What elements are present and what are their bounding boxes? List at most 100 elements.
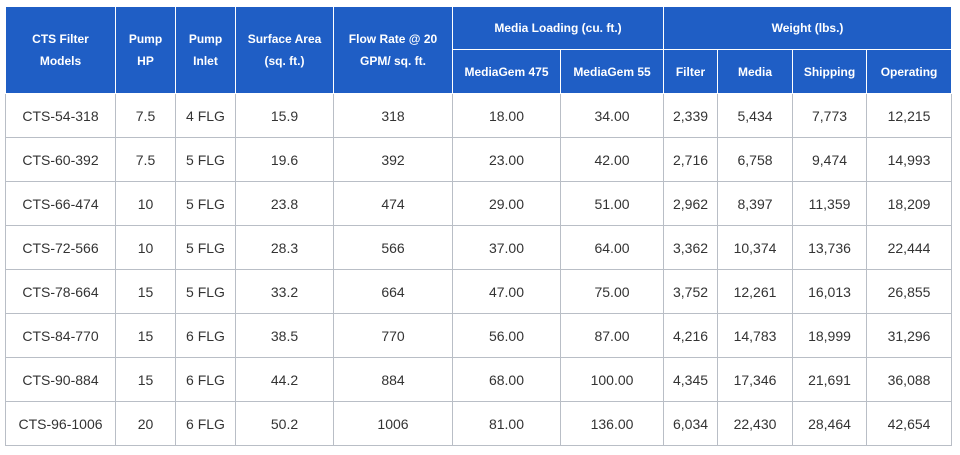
cell-surface-area: 38.5 [235, 313, 334, 358]
cell-model: CTS-84-770 [5, 313, 116, 358]
cell-pump-hp: 7.5 [115, 93, 176, 138]
cell-pump-hp: 10 [115, 181, 176, 226]
cell-flow-rate: 392 [333, 137, 453, 182]
cell-weight-filter: 4,345 [663, 357, 719, 402]
cell-surface-area: 19.6 [235, 137, 334, 182]
cell-model: CTS-78-664 [5, 269, 116, 314]
cell-pump-inlet: 5 FLG [175, 137, 236, 182]
header-weight: Weight (lbs.) [663, 6, 953, 50]
header-flow-rate: Flow Rate @ 20 GPM/ sq. ft. [333, 6, 453, 94]
cell-model: CTS-60-392 [5, 137, 116, 182]
cell-weight-shipping: 21,691 [792, 357, 868, 402]
header-pump-inlet: Pump Inlet [175, 6, 236, 94]
cell-pump-inlet: 6 FLG [175, 357, 236, 402]
cell-weight-operating: 31,296 [866, 313, 953, 358]
cell-pump-hp: 10 [115, 225, 176, 270]
header-row-top: CTS Filter Models Pump HP Pump Inlet Sur… [5, 6, 953, 94]
cell-mediagem-475: 56.00 [452, 313, 561, 358]
cell-pump-hp: 15 [115, 357, 176, 402]
table-row: CTS-96-1006 20 6 FLG 50.2 1006 81.00 136.00 6,0… [5, 401, 953, 446]
cell-weight-filter: 3,752 [663, 269, 719, 314]
cell-mediagem-55: 34.00 [559, 93, 665, 138]
cell-pump-inlet: 4 FLG [175, 93, 236, 138]
cell-weight-filter: 2,716 [663, 137, 719, 182]
cell-weight-filter: 2,962 [663, 181, 719, 226]
cell-flow-rate: 770 [333, 313, 453, 358]
cell-flow-rate: 664 [333, 269, 453, 314]
cell-weight-filter: 6,034 [663, 401, 719, 446]
cell-flow-rate: 1006 [333, 401, 453, 446]
cell-flow-rate: 474 [333, 181, 453, 226]
cell-weight-media: 5,434 [717, 93, 794, 138]
cell-model: CTS-96-1006 [5, 401, 116, 446]
cell-surface-area: 33.2 [235, 269, 334, 314]
cell-mediagem-475: 23.00 [452, 137, 561, 182]
cell-weight-filter: 4,216 [663, 313, 719, 358]
table-body: CTS-54-318 7.5 4 FLG 15.9 318 18.00 34.00 2,339… [5, 93, 953, 446]
cell-weight-media: 6,758 [717, 137, 794, 182]
table-row: CTS-54-318 7.5 4 FLG 15.9 318 18.00 34.00 2,339… [5, 93, 953, 138]
cell-model: CTS-54-318 [5, 93, 116, 138]
cell-mediagem-55: 100.00 [559, 357, 665, 402]
cell-pump-inlet: 5 FLG [175, 225, 236, 270]
table-row: CTS-78-664 15 5 FLG 33.2 664 47.00 75.00 3,752 1… [5, 269, 953, 314]
cell-surface-area: 28.3 [235, 225, 334, 270]
table-row: CTS-84-770 15 6 FLG 38.5 770 56.00 87.00 4,216 1… [5, 313, 953, 358]
cell-pump-hp: 15 [115, 313, 176, 358]
cell-mediagem-55: 75.00 [559, 269, 665, 314]
cell-mediagem-55: 64.00 [559, 225, 665, 270]
cell-mediagem-55: 87.00 [559, 313, 665, 358]
header-mediagem-475: MediaGem 475 [452, 49, 561, 94]
cell-weight-operating: 22,444 [866, 225, 953, 270]
cell-pump-hp: 20 [115, 401, 176, 446]
header-mediagem-55: MediaGem 55 [559, 49, 665, 94]
cell-surface-area: 44.2 [235, 357, 334, 402]
cell-weight-filter: 2,339 [663, 93, 719, 138]
header-media-loading: Media Loading (cu. ft.) [451, 6, 665, 50]
cell-weight-media: 14,783 [717, 313, 794, 358]
cell-mediagem-475: 81.00 [452, 401, 561, 446]
filter-specs-table: CTS Filter Models Pump HP Pump Inlet Sur… [5, 6, 953, 446]
cell-surface-area: 23.8 [235, 181, 334, 226]
cell-mediagem-475: 37.00 [452, 225, 561, 270]
cell-mediagem-55: 51.00 [559, 181, 665, 226]
cell-weight-shipping: 7,773 [792, 93, 868, 138]
cell-pump-inlet: 5 FLG [175, 181, 236, 226]
cell-weight-shipping: 18,999 [792, 313, 868, 358]
cell-pump-hp: 15 [115, 269, 176, 314]
cell-weight-shipping: 9,474 [792, 137, 868, 182]
cell-mediagem-55: 42.00 [559, 137, 665, 182]
header-row-sub: MediaGem 475 MediaGem 55 Filter Media Sh… [6, 49, 953, 94]
cell-weight-media: 8,397 [717, 181, 794, 226]
cell-weight-media: 22,430 [717, 401, 794, 446]
cell-pump-hp: 7.5 [115, 137, 176, 182]
cell-flow-rate: 566 [333, 225, 453, 270]
cell-surface-area: 15.9 [235, 93, 334, 138]
table-row: CTS-72-566 10 5 FLG 28.3 566 37.00 64.00 3,362 1… [5, 225, 953, 270]
table-row: CTS-66-474 10 5 FLG 23.8 474 29.00 51.00 2,962 8… [5, 181, 953, 226]
cell-weight-shipping: 16,013 [792, 269, 868, 314]
cell-mediagem-475: 68.00 [452, 357, 561, 402]
cell-weight-media: 12,261 [717, 269, 794, 314]
header-media: Media [717, 49, 794, 94]
header-filter: Filter [663, 49, 719, 94]
cell-mediagem-475: 47.00 [452, 269, 561, 314]
cell-pump-inlet: 6 FLG [175, 313, 236, 358]
table-row: CTS-90-884 15 6 FLG 44.2 884 68.00 100.00 4,345… [5, 357, 953, 402]
cell-weight-operating: 18,209 [866, 181, 953, 226]
cell-model: CTS-66-474 [5, 181, 116, 226]
cell-weight-operating: 14,993 [866, 137, 953, 182]
cell-mediagem-55: 136.00 [559, 401, 665, 446]
cell-weight-shipping: 13,736 [792, 225, 868, 270]
cell-mediagem-475: 29.00 [452, 181, 561, 226]
cell-surface-area: 50.2 [235, 401, 334, 446]
cell-flow-rate: 318 [333, 93, 453, 138]
header-operating: Operating [866, 49, 953, 94]
header-shipping: Shipping [792, 49, 868, 94]
table-header: CTS Filter Models Pump HP Pump Inlet Sur… [5, 6, 953, 94]
cell-model: CTS-72-566 [5, 225, 116, 270]
header-pump-hp: Pump HP [115, 6, 176, 94]
cell-mediagem-475: 18.00 [452, 93, 561, 138]
cell-weight-operating: 42,654 [866, 401, 953, 446]
filter-specs-table-container: CTS Filter Models Pump HP Pump Inlet Sur… [5, 6, 953, 446]
